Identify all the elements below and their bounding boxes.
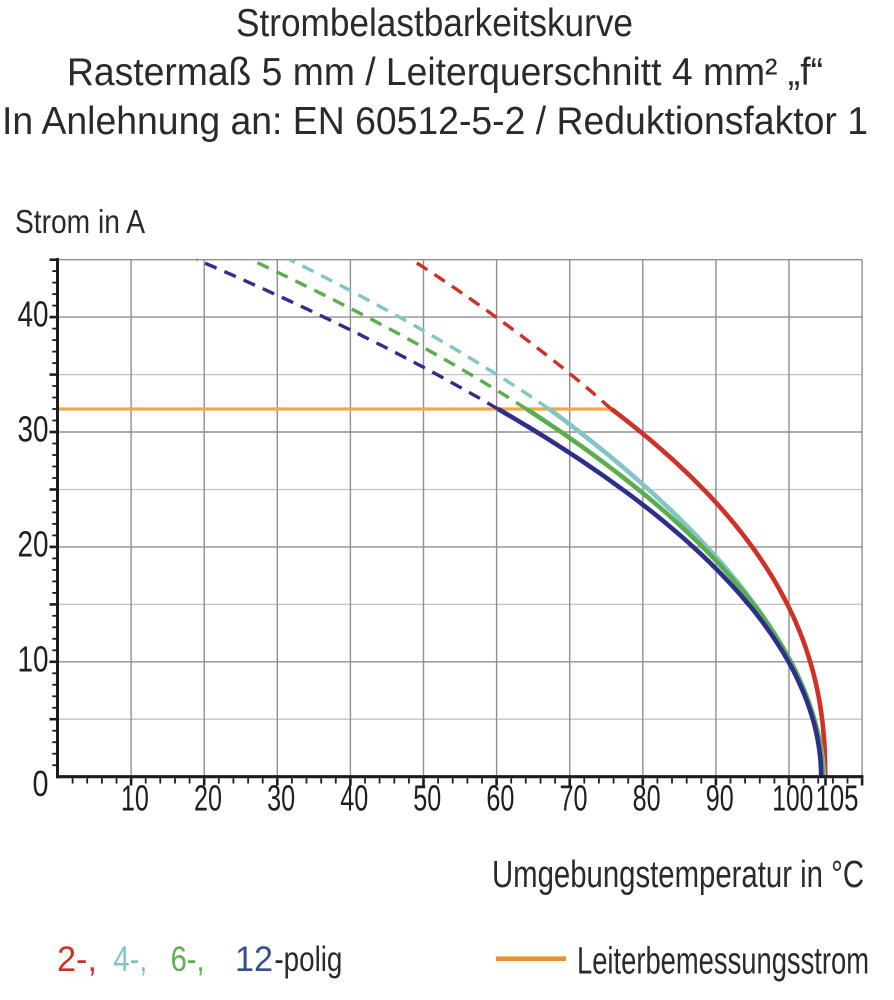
svg-text:Leiterbemessungsstrom: Leiterbemessungsstrom <box>577 941 869 983</box>
svg-text:20: 20 <box>18 524 49 565</box>
svg-text:10: 10 <box>18 639 49 680</box>
svg-text:30: 30 <box>18 409 49 450</box>
svg-text:Umgebungstemperatur in °C: Umgebungstemperatur in °C <box>492 854 864 896</box>
svg-text:Strom in A: Strom in A <box>15 204 146 241</box>
svg-text:Strombelastbarkeitskurve: Strombelastbarkeitskurve <box>236 2 633 45</box>
svg-text:40: 40 <box>340 778 368 819</box>
svg-text:105: 105 <box>816 778 859 819</box>
svg-text:40: 40 <box>18 294 49 335</box>
svg-text:10: 10 <box>121 778 149 819</box>
svg-text:60: 60 <box>486 778 514 819</box>
svg-text:-polig: -polig <box>274 940 342 979</box>
svg-text:0: 0 <box>33 763 49 804</box>
svg-text:12: 12 <box>235 940 273 979</box>
svg-text:50: 50 <box>413 778 441 819</box>
svg-text:4-,: 4-, <box>113 940 147 979</box>
svg-text:30: 30 <box>267 778 295 819</box>
svg-text:20: 20 <box>194 778 222 819</box>
svg-text:70: 70 <box>560 778 588 819</box>
svg-text:Rastermaß 5 mm / Leiterquersch: Rastermaß 5 mm / Leiterquerschnitt 4 mm²… <box>67 51 823 94</box>
svg-text:6-,: 6-, <box>171 940 205 979</box>
svg-text:100: 100 <box>772 778 813 819</box>
svg-text:80: 80 <box>633 778 661 819</box>
svg-text:2-,: 2-, <box>57 940 97 979</box>
svg-text:90: 90 <box>706 778 734 819</box>
svg-text:In Anlehnung an: EN 60512-5-2: In Anlehnung an: EN 60512-5-2 / Reduktio… <box>2 100 868 143</box>
